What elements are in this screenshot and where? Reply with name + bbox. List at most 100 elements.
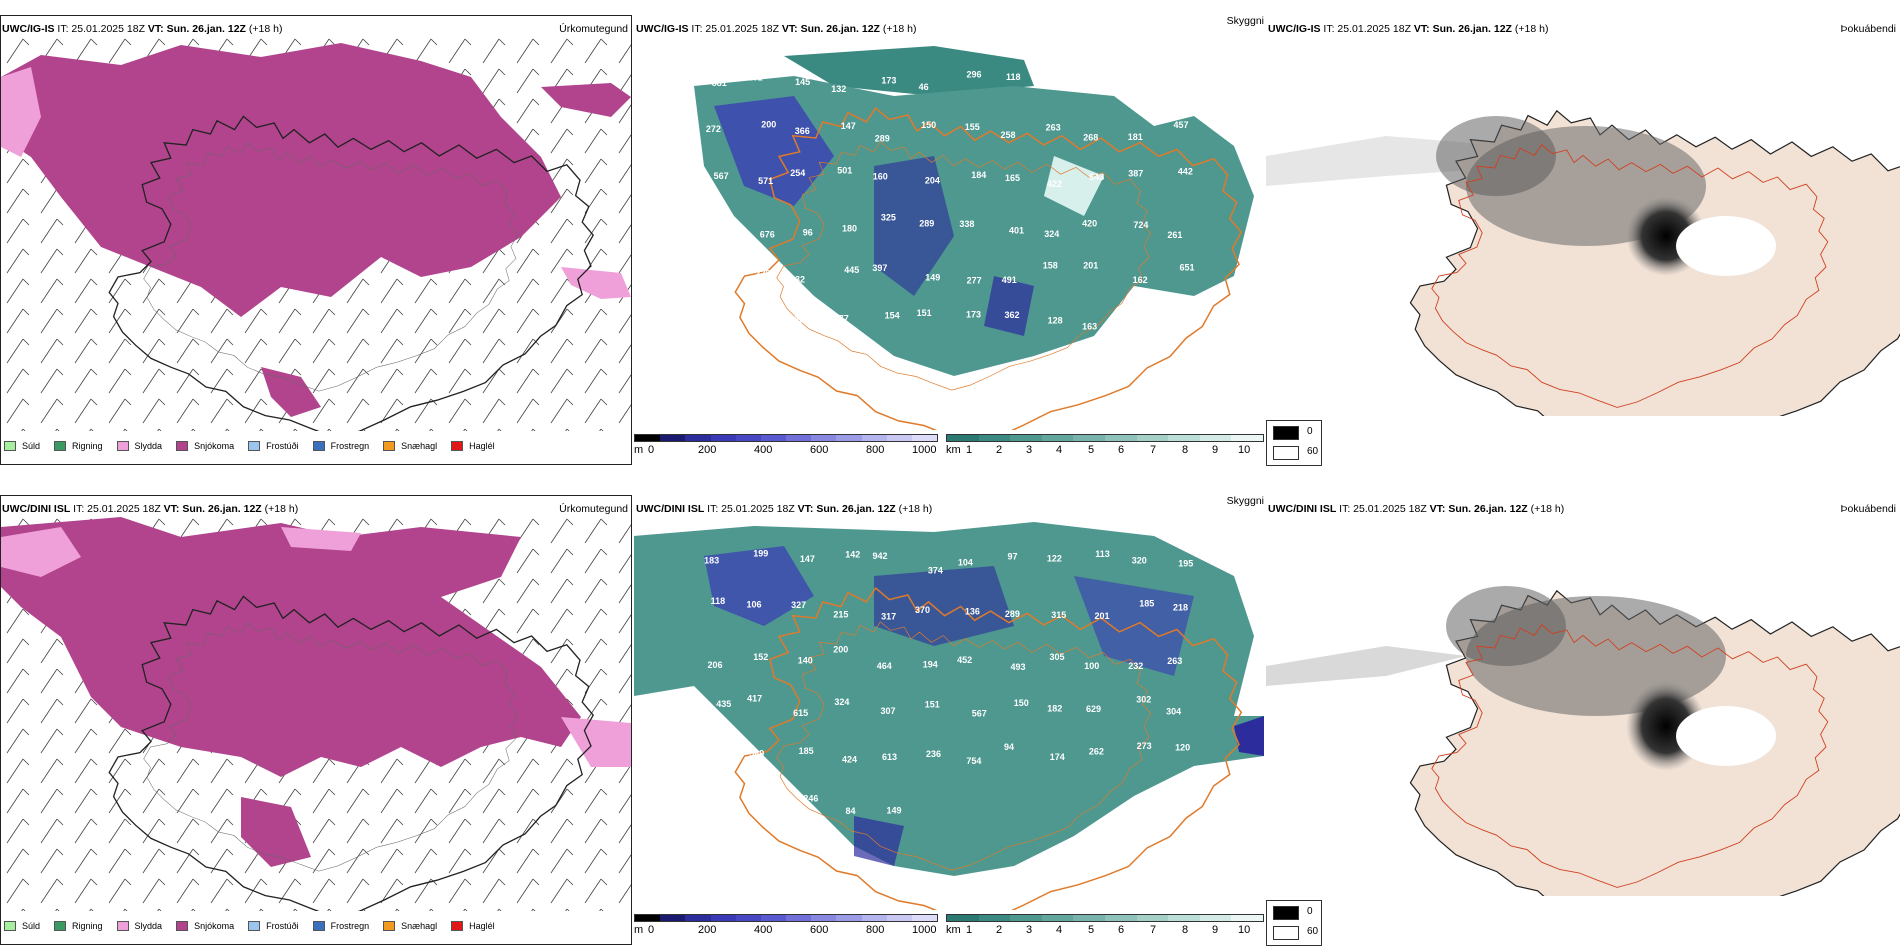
high-terrain — [874, 156, 954, 296]
peak-elevation-label: 296 — [967, 69, 982, 79]
peak-label-group: 183 199 147 142 942 374 104 97 122 113 320 195 118 10… — [704, 549, 1193, 816]
peak-elevation-label: 201 — [1083, 260, 1098, 270]
peak-elevation-label: 651 — [1180, 263, 1195, 273]
peak-elevation-label: 195 — [1178, 559, 1193, 569]
peak-elevation-label: 942 — [873, 551, 888, 561]
peak-elevation-label: 145 — [795, 77, 810, 87]
colorbar-tick: 200 — [698, 924, 717, 936]
colorbar-segment — [911, 435, 938, 441]
high-terrain — [984, 276, 1034, 336]
peak-elevation-label: 493 — [1011, 662, 1026, 672]
legend-swatch — [451, 441, 464, 451]
panel-title: UWC/DINI ISL IT: 25.01.2025 18Z VT: Sun.… — [636, 495, 1264, 516]
lead-time: (+18 h) — [264, 503, 299, 515]
colorbar-tick: 800 — [866, 444, 885, 456]
colorbar-segment — [735, 915, 761, 921]
legend-swatch — [312, 921, 325, 931]
colorbar-segment — [660, 435, 686, 441]
colorbar-tick: 2 — [996, 924, 1003, 936]
colorbar-segment — [760, 915, 787, 921]
peak-elevation-label: 150 — [1014, 698, 1029, 708]
panel-title: UWC/IG-IS IT: 25.01.2025 18Z VT: Sun. 26… — [1268, 22, 1900, 36]
legend-item-freezing-rain: Frostregn — [312, 441, 370, 451]
model-name: UWC/DINI ISL — [1268, 503, 1337, 515]
colorbar-segment — [1231, 915, 1263, 921]
peak-elevation-label: 206 — [708, 660, 723, 670]
colorbar-tick: 7 — [1150, 924, 1157, 936]
peak-elevation-label: 200 — [761, 119, 776, 129]
peak-elevation-label: 501 — [837, 166, 852, 176]
peak-elevation-label: 435 — [716, 699, 731, 709]
colorbar-segment — [1168, 915, 1200, 921]
legend-swatch — [116, 921, 129, 931]
peak-elevation-label: 457 — [1174, 120, 1189, 130]
visibility-panel: UWC/DINI ISL IT: 25.01.2025 18Z VT: Sun.… — [634, 494, 1264, 950]
colorbar-tick: 9 — [1212, 444, 1219, 456]
panel-frame — [0, 15, 632, 465]
legend-label: Frostregn — [330, 441, 370, 451]
valid-time: Sun. 26.jan. 12Z — [816, 503, 896, 515]
colorbar-segment — [635, 915, 661, 921]
panel-type-title: Þokuábendi — [1840, 23, 1896, 35]
fog-key-swatch — [1273, 426, 1299, 440]
peak-elevation-label: 202 — [748, 72, 763, 82]
peak-elevation-label: 113 — [1095, 549, 1110, 559]
peak-elevation-label: 158 — [1043, 261, 1058, 271]
colorbar-segment — [1136, 435, 1169, 441]
panel-type-title: Úrkomutegund — [559, 23, 628, 35]
peak-elevation-label: 132 — [789, 314, 804, 324]
panel-title: UWC/IG-IS IT: 25.01.2025 18Z VT: Sun. 26… — [636, 15, 1264, 36]
legend-label: Slydda — [134, 441, 163, 451]
legend-label: Frostregn — [330, 921, 370, 931]
colorbar-tick: 400 — [754, 444, 773, 456]
peak-elevation-label: 442 — [1178, 166, 1193, 176]
legend-swatch — [451, 921, 464, 931]
panel-type-title: Þokuábendi — [1840, 503, 1896, 515]
peak-elevation-label: 289 — [919, 218, 934, 228]
peak-elevation-label: 122 — [1047, 553, 1062, 563]
peak-elevation-label: 170 — [711, 799, 726, 809]
peak-elevation-label: 338 — [959, 219, 974, 229]
colorbar-segment — [660, 915, 686, 921]
peak-elevation-label: 315 — [1051, 610, 1066, 620]
peak-elevation-label: 325 — [881, 212, 896, 222]
peak-elevation-label: 397 — [872, 263, 887, 273]
visibility-colorbar: km 1 2 3 4 5 6 7 8 9 10 — [946, 434, 1264, 458]
colorbar-segment — [1073, 435, 1105, 441]
peak-elevation-label: 182 — [1047, 703, 1062, 713]
peak-elevation-label: 240 — [1181, 86, 1196, 96]
peak-elevation-label: 147 — [841, 121, 856, 131]
valid-label: VT: — [797, 503, 814, 515]
valid-time: Sun. 26.jan. 12Z — [1448, 503, 1528, 515]
legend-item-hail: Haglél — [451, 921, 495, 931]
legend-label: Slydda — [134, 921, 163, 931]
peak-elevation-label: 149 — [925, 273, 940, 283]
valid-time: Sun. 26.jan. 12Z — [1432, 23, 1512, 35]
peak-elevation-label: 204 — [925, 176, 940, 186]
fog-key-label: 0 — [1307, 906, 1313, 917]
peak-elevation-label: 94 — [1004, 742, 1014, 752]
legend-label: Haglél — [469, 441, 495, 451]
colorbar-tick: 6 — [1118, 924, 1125, 936]
legend-swatch — [248, 921, 261, 931]
panel-type-title: Úrkomutegund — [559, 503, 628, 515]
valid-label: VT: — [1429, 503, 1446, 515]
peak-elevation-label: 151 — [925, 700, 940, 710]
legend-label: Súld — [22, 441, 41, 451]
peak-elevation-label: 643 — [1089, 172, 1104, 182]
lead-time: (+18 h) — [1530, 503, 1565, 515]
peak-elevation-label: 174 — [1050, 752, 1065, 762]
peak-elevation-label: 387 — [1128, 168, 1143, 178]
legend-label: Snjókoma — [194, 441, 235, 451]
colorbar-tick: 8 — [1182, 924, 1189, 936]
peak-elevation-label: 46 — [919, 82, 929, 92]
colorbar-tick: 10 — [1238, 444, 1251, 456]
peak-elevation-label: 424 — [842, 755, 857, 765]
peak-elevation-label: 136 — [965, 606, 980, 616]
peak-elevation-label: 97 — [1008, 552, 1018, 562]
peak-elevation-label: 140 — [798, 655, 813, 665]
peak-elevation-label: 173 — [966, 310, 981, 320]
low-visibility-area — [694, 76, 1254, 376]
peak-elevation-label: 362 — [1005, 310, 1020, 320]
peak-elevation-label: 516 — [708, 226, 723, 236]
